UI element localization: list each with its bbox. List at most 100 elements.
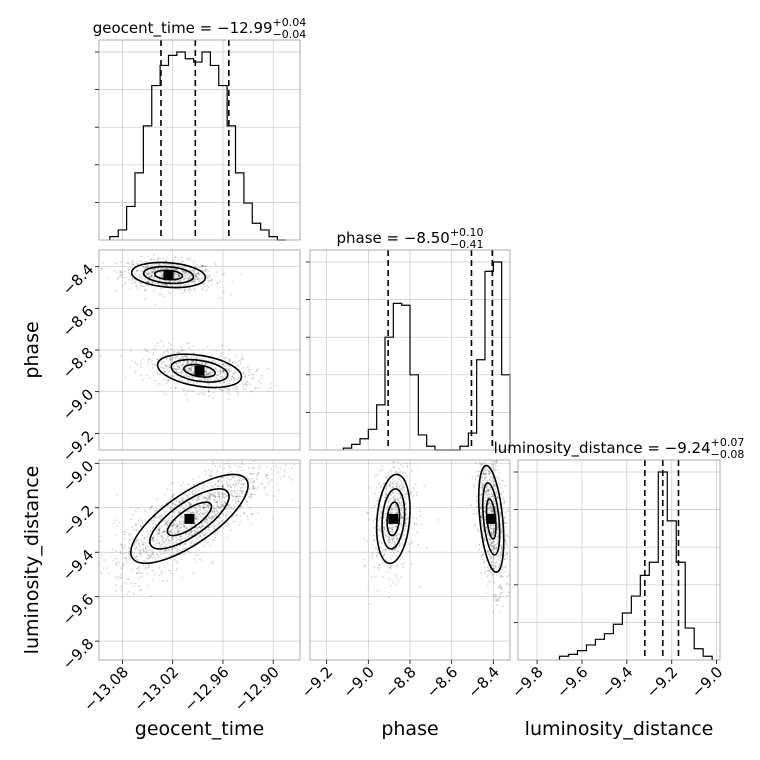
sample-point — [392, 486, 395, 489]
sample-point — [484, 570, 487, 573]
sample-point — [128, 546, 131, 549]
sample-point — [239, 515, 242, 518]
panel-frame — [98, 39, 301, 241]
sample-point — [266, 454, 268, 456]
sample-point — [165, 523, 168, 526]
sample-point — [235, 495, 238, 498]
sample-point — [168, 504, 171, 507]
sample-point — [156, 542, 159, 545]
sample-point — [502, 490, 505, 493]
sample-point — [150, 539, 153, 541]
sample-point — [490, 556, 493, 559]
sample-point — [495, 511, 498, 514]
sample-point — [119, 566, 122, 569]
sample-point — [275, 464, 277, 467]
sample-point — [165, 548, 168, 551]
sample-point — [106, 276, 109, 279]
sample-point — [151, 550, 154, 553]
sample-point — [493, 483, 496, 486]
sample-point — [203, 502, 206, 505]
sample-point — [153, 268, 156, 271]
sample-point — [152, 277, 155, 279]
sample-point — [127, 552, 130, 555]
sample-point — [397, 461, 399, 463]
sample-point — [236, 488, 239, 491]
sample-point — [150, 274, 153, 277]
sample-point — [238, 466, 240, 469]
sample-point — [148, 556, 150, 559]
sample-point — [487, 489, 490, 492]
sample-point — [185, 272, 187, 275]
sample-point — [242, 489, 245, 492]
sample-point — [496, 523, 499, 525]
sample-point — [210, 529, 213, 532]
sample-point — [210, 470, 213, 472]
sample-point — [164, 522, 166, 525]
y-tick-label: −8.6 — [59, 302, 97, 340]
sample-point — [380, 510, 382, 513]
sample-point — [163, 550, 166, 552]
sample-point — [183, 266, 186, 269]
sample-point — [196, 511, 199, 514]
x-tick-label: −9.2 — [298, 663, 336, 701]
sample-point — [493, 546, 496, 549]
sample-point — [158, 574, 161, 577]
sample-point — [483, 506, 486, 509]
sample-point — [134, 272, 137, 275]
sample-point — [128, 578, 131, 581]
sample-point — [168, 489, 171, 492]
sample-point — [154, 303, 157, 306]
sample-point — [194, 274, 197, 277]
sample-point — [187, 367, 190, 370]
sample-point — [222, 476, 225, 479]
sample-point — [496, 461, 498, 464]
sample-point — [393, 461, 396, 463]
sample-point — [182, 360, 185, 363]
sample-point — [211, 515, 214, 518]
sample-point — [158, 293, 161, 296]
sample-point — [479, 498, 482, 501]
sample-point — [197, 497, 199, 500]
sample-point — [178, 371, 181, 374]
sample-point — [145, 545, 147, 548]
sample-point — [151, 537, 154, 540]
sample-point — [213, 510, 216, 513]
sample-point — [134, 557, 137, 560]
sample-point — [186, 355, 189, 357]
joint-panel-geocent_time-phase — [98, 249, 301, 451]
sample-point — [398, 478, 401, 481]
sample-point — [176, 268, 179, 271]
sample-point — [220, 355, 223, 357]
sample-point — [206, 541, 209, 544]
sample-point — [178, 274, 181, 277]
sample-point — [166, 524, 169, 527]
sample-point — [234, 369, 237, 372]
sample-point — [490, 545, 493, 547]
sample-point — [399, 463, 402, 466]
sample-point — [391, 540, 394, 542]
sample-point — [383, 528, 386, 531]
sample-point — [202, 512, 204, 515]
sample-point — [202, 484, 205, 487]
sample-point — [161, 275, 164, 277]
sample-point — [205, 367, 207, 370]
sample-point — [118, 521, 121, 524]
sample-point — [243, 375, 246, 378]
sample-point — [160, 543, 163, 546]
sample-point — [188, 367, 190, 370]
sample-point — [203, 503, 206, 506]
sample-point — [216, 510, 219, 513]
sample-point — [472, 483, 475, 486]
sample-point — [166, 509, 169, 512]
sample-point — [242, 358, 244, 361]
sample-point — [151, 537, 154, 540]
sample-point — [132, 277, 135, 280]
sample-point — [387, 566, 390, 568]
sample-point — [486, 425, 488, 427]
sample-point — [392, 507, 395, 510]
sample-point — [192, 493, 195, 496]
sample-point — [395, 485, 398, 488]
sample-point — [190, 362, 193, 364]
sample-point — [117, 275, 120, 278]
sample-point — [500, 585, 503, 588]
